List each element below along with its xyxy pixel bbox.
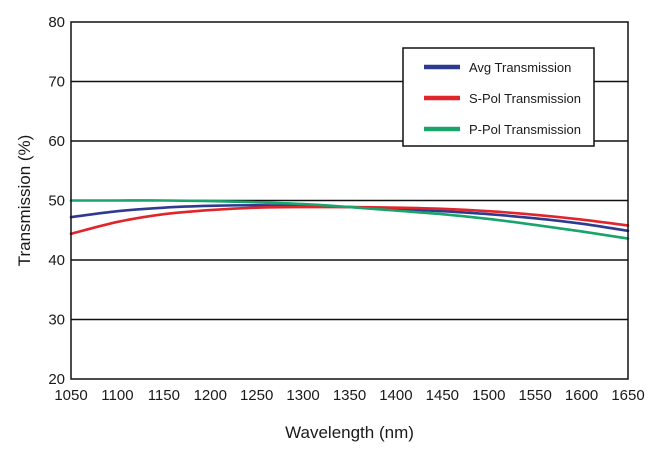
y-tick-label: 50 <box>48 193 65 210</box>
x-tick-labels: 1050 1100 1150 1200 1250 1300 1350 1400 1450 1500… <box>54 387 644 404</box>
legend: Avg Transmission S-Pol Transmission P-Pol … <box>402 47 595 147</box>
x-tick-label: 1350 <box>333 387 366 404</box>
plot-frame <box>70 21 629 380</box>
x-tick-label: 1200 <box>194 387 227 404</box>
x-tick-label: 1450 <box>426 387 459 404</box>
x-tick-label: 1300 <box>286 387 319 404</box>
x-tick-label: 1550 <box>518 387 551 404</box>
y-tick-labels: 20 30 40 50 60 70 80 <box>48 14 65 388</box>
x-axis-title: Wavelength (nm) <box>285 423 414 442</box>
x-tick-label: 1050 <box>54 387 87 404</box>
y-tick-label: 60 <box>48 133 65 150</box>
y-tick-label: 20 <box>48 371 65 388</box>
x-tick-label: 1500 <box>472 387 505 404</box>
x-tick-label: 1250 <box>240 387 273 404</box>
legend-label: S-Pol Transmission <box>469 91 581 106</box>
y-tick-label: 30 <box>48 312 65 329</box>
legend-label: Avg Transmission <box>469 60 571 75</box>
y-tick-label: 40 <box>48 252 65 269</box>
y-axis-title: Transmission (%) <box>15 135 34 267</box>
x-tick-label: 1100 <box>101 387 133 404</box>
series-layer <box>69 199 630 240</box>
legend-label: P-Pol Transmission <box>469 122 581 137</box>
x-tick-label: 1600 <box>565 387 598 404</box>
x-tick-label: 1650 <box>611 387 644 404</box>
x-tick-label: 1400 <box>379 387 412 404</box>
y-tick-label: 80 <box>48 14 65 31</box>
x-tick-label: 1150 <box>148 387 180 404</box>
series-line-p-pol-transmission <box>69 199 630 240</box>
y-tick-label: 70 <box>48 74 65 91</box>
